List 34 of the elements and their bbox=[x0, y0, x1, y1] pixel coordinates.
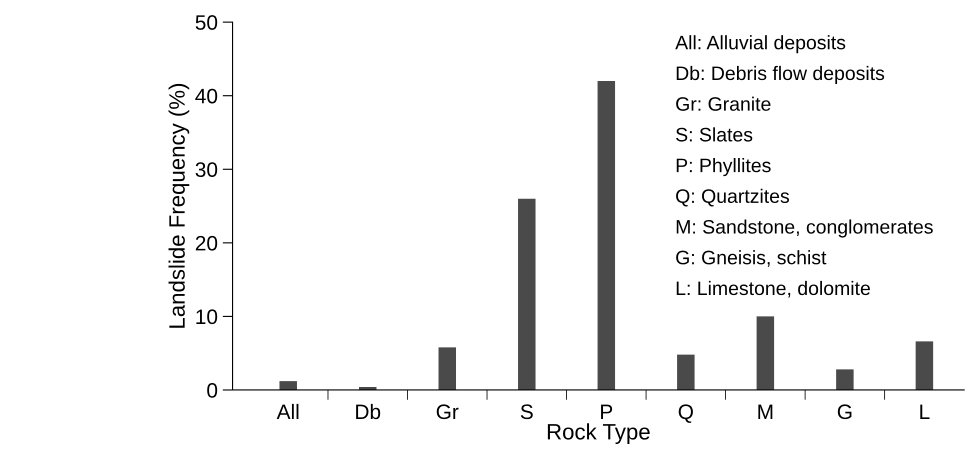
x-axis-title: Rock Type bbox=[548, 423, 650, 444]
y-tick-label: 10 bbox=[196, 309, 218, 324]
x-tick-label: Q bbox=[678, 404, 693, 423]
y-tick-label: 0 bbox=[207, 382, 218, 398]
annotation: Gr: Granite bbox=[676, 96, 770, 111]
bar bbox=[279, 381, 297, 390]
x-tick-label: M bbox=[758, 404, 772, 419]
bar bbox=[756, 316, 774, 390]
bar bbox=[518, 198, 536, 390]
annotation: P: Phyllites bbox=[676, 158, 771, 176]
x-tick-label: Db bbox=[356, 404, 380, 420]
x-tick-label: P bbox=[601, 404, 612, 419]
x-tick-label: All bbox=[276, 404, 298, 419]
y-axis-title: Landslide Frequency (%) bbox=[168, 84, 190, 328]
x-tick-label: Gr bbox=[436, 404, 458, 420]
annotation: G: Gneisis, schist bbox=[676, 250, 826, 267]
annotation: M: Sandstone, conglomerates bbox=[676, 219, 933, 238]
annotation: All: Alluvial deposits bbox=[675, 35, 846, 54]
bar bbox=[438, 347, 456, 390]
y-tick-label: 40 bbox=[195, 88, 218, 104]
y-tick-label: 30 bbox=[196, 162, 218, 178]
bar bbox=[677, 354, 695, 390]
x-tick-label: S bbox=[520, 404, 533, 420]
x-tick-label: L bbox=[920, 404, 930, 419]
bar bbox=[836, 369, 854, 390]
bar bbox=[598, 80, 616, 390]
bar bbox=[916, 341, 934, 390]
y-tick-label: 50 bbox=[196, 15, 218, 30]
annotation: Db: Debris flow deposits bbox=[676, 66, 884, 84]
annotation: S: Slates bbox=[676, 127, 752, 142]
annotation: L: Limestone, dolomite bbox=[676, 280, 870, 298]
annotation: Q: Quartzites bbox=[676, 188, 790, 206]
x-tick-label: G bbox=[838, 404, 852, 420]
y-tick-label: 20 bbox=[196, 236, 218, 251]
